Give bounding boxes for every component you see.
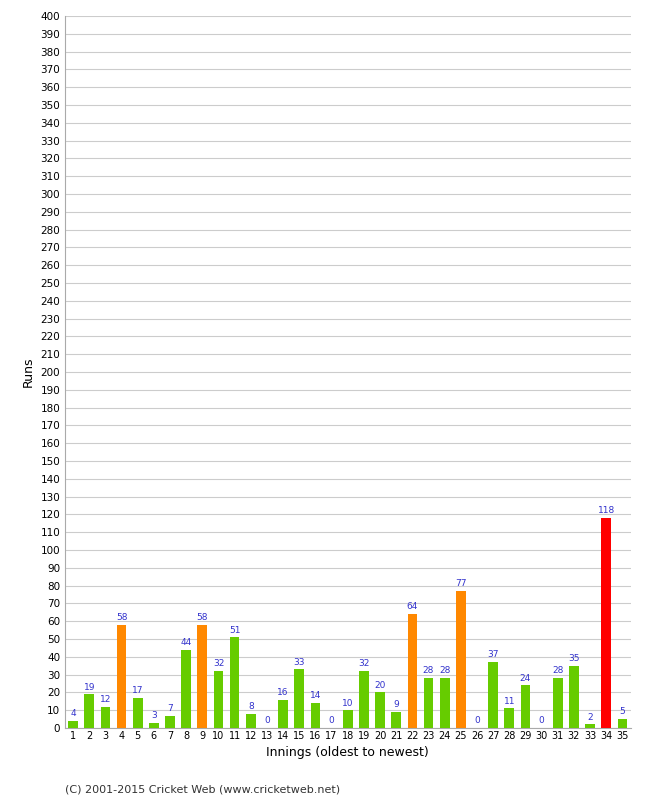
Text: 8: 8 <box>248 702 254 711</box>
Text: 3: 3 <box>151 711 157 720</box>
Bar <box>585 725 595 728</box>
Bar <box>278 699 288 728</box>
Text: 28: 28 <box>423 666 434 675</box>
Bar <box>294 670 304 728</box>
Bar <box>504 709 514 728</box>
Bar <box>198 625 207 728</box>
Text: 14: 14 <box>310 691 321 701</box>
Text: 24: 24 <box>520 674 531 682</box>
Bar <box>488 662 498 728</box>
Bar <box>214 671 224 728</box>
Bar <box>343 710 352 728</box>
Text: 33: 33 <box>294 658 305 666</box>
Bar <box>456 591 465 728</box>
Bar <box>359 671 369 728</box>
Text: 11: 11 <box>504 697 515 706</box>
Text: 35: 35 <box>568 654 580 663</box>
Text: 0: 0 <box>329 716 335 726</box>
Bar <box>408 614 417 728</box>
Text: 4: 4 <box>70 710 76 718</box>
Text: 77: 77 <box>455 579 467 588</box>
Bar <box>149 722 159 728</box>
Text: 17: 17 <box>132 686 144 695</box>
Bar <box>165 715 175 728</box>
Bar <box>68 721 78 728</box>
Text: 12: 12 <box>99 695 111 704</box>
Text: 44: 44 <box>181 638 192 647</box>
X-axis label: Innings (oldest to newest): Innings (oldest to newest) <box>266 746 429 759</box>
Text: 28: 28 <box>439 666 450 675</box>
Text: 58: 58 <box>196 613 208 622</box>
Text: 37: 37 <box>488 650 499 659</box>
Bar <box>230 638 239 728</box>
Text: 28: 28 <box>552 666 564 675</box>
Text: 0: 0 <box>474 716 480 726</box>
Bar <box>181 650 191 728</box>
Bar <box>101 706 111 728</box>
Text: 51: 51 <box>229 626 240 634</box>
Text: 0: 0 <box>539 716 545 726</box>
Text: 32: 32 <box>213 659 224 668</box>
Bar <box>521 686 530 728</box>
Text: 64: 64 <box>407 602 418 611</box>
Bar <box>569 666 578 728</box>
Text: 2: 2 <box>588 713 593 722</box>
Y-axis label: Runs: Runs <box>22 357 35 387</box>
Text: 58: 58 <box>116 613 127 622</box>
Text: 118: 118 <box>597 506 615 515</box>
Bar <box>117 625 126 728</box>
Text: 32: 32 <box>358 659 370 668</box>
Bar <box>424 678 434 728</box>
Bar <box>601 518 611 728</box>
Text: 20: 20 <box>374 681 385 690</box>
Text: 16: 16 <box>278 688 289 697</box>
Bar <box>133 698 142 728</box>
Text: 5: 5 <box>619 707 625 717</box>
Bar <box>84 694 94 728</box>
Text: 7: 7 <box>167 704 173 713</box>
Bar <box>375 692 385 728</box>
Text: (C) 2001-2015 Cricket Web (www.cricketweb.net): (C) 2001-2015 Cricket Web (www.cricketwe… <box>65 784 340 794</box>
Text: 9: 9 <box>393 700 399 710</box>
Text: 10: 10 <box>342 698 354 707</box>
Bar <box>618 719 627 728</box>
Text: 19: 19 <box>83 682 95 691</box>
Bar <box>311 703 320 728</box>
Bar <box>553 678 563 728</box>
Bar <box>391 712 401 728</box>
Bar <box>246 714 255 728</box>
Text: 0: 0 <box>264 716 270 726</box>
Bar <box>440 678 450 728</box>
